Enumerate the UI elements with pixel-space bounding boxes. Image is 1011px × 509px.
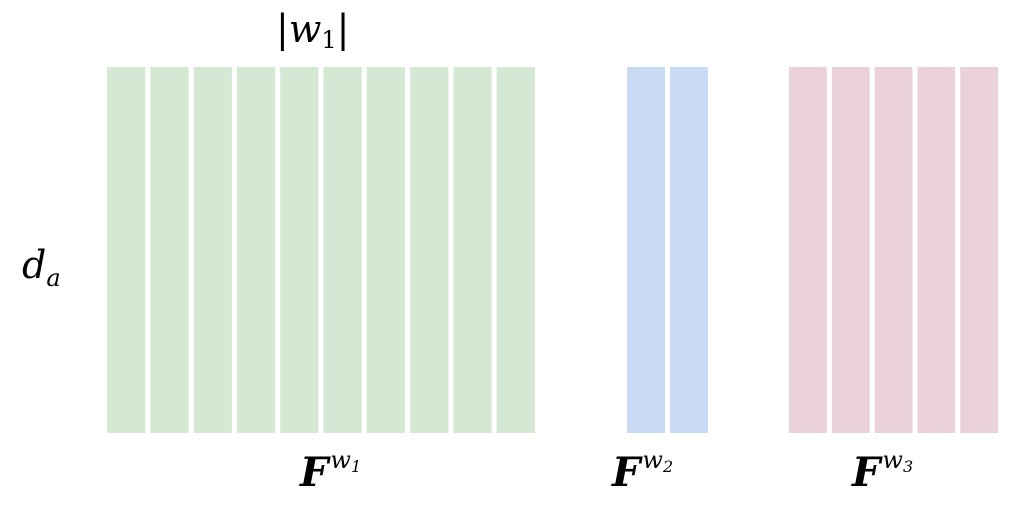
group-w3-label-script: F: [852, 449, 881, 496]
group-w1-columns: [107, 67, 535, 433]
group-w1-column-1: [107, 67, 146, 433]
group-w1-label: Fw1: [300, 448, 361, 493]
group-w1-column-7: [366, 67, 406, 433]
group-w1-column-10: [496, 67, 535, 433]
group-w3-label-superscript: w3: [882, 446, 914, 476]
width-label-bar-left: |: [276, 7, 289, 51]
group-w2-column-2: [670, 67, 708, 433]
group-w3-column-3: [874, 67, 913, 433]
width-label-bar-right: |: [336, 7, 350, 51]
group-w2-columns: [627, 67, 708, 433]
group-w3-label-sup-sub: 3: [902, 457, 914, 476]
group-w1-column-3: [193, 67, 232, 433]
dimension-label: da: [22, 246, 61, 290]
group-w1-label-superscript: w1: [330, 446, 362, 476]
group-w2-label: Fw2: [612, 448, 673, 493]
group-w1-column-4: [236, 67, 276, 433]
group-w2-label-sup-var: w: [642, 446, 663, 474]
group-w1-column-2: [150, 67, 189, 433]
group-w2-label-sup-sub: 2: [662, 457, 674, 476]
group-w2-label-script: F: [612, 449, 641, 496]
width-label-subscript: 1: [321, 26, 337, 54]
dimension-label-var: d: [22, 243, 47, 287]
dimension-label-subscript: a: [46, 264, 61, 292]
group-w1-column-6: [323, 67, 362, 433]
group-w1-label-sup-sub: 1: [350, 457, 362, 476]
group-w3-column-1: [789, 67, 827, 433]
group-w3-label-sup-var: w: [882, 446, 903, 474]
group-w3-column-5: [960, 67, 998, 433]
group-w3-columns: [789, 67, 998, 433]
group-w1-column-5: [280, 67, 319, 433]
width-label-var: w: [288, 7, 322, 51]
group-w2-label-superscript: w2: [642, 446, 674, 476]
group-w1-label-sup-var: w: [330, 446, 351, 474]
group-w1-column-9: [453, 67, 492, 433]
group-w2-column-1: [627, 67, 665, 433]
group-w3-column-2: [831, 67, 870, 433]
width-label: |w1|: [276, 10, 349, 52]
group-w3-label: Fw3: [852, 448, 913, 493]
group-w3-column-4: [917, 67, 956, 433]
group-w1-label-script: F: [300, 449, 329, 496]
group-w1-column-8: [410, 67, 449, 433]
